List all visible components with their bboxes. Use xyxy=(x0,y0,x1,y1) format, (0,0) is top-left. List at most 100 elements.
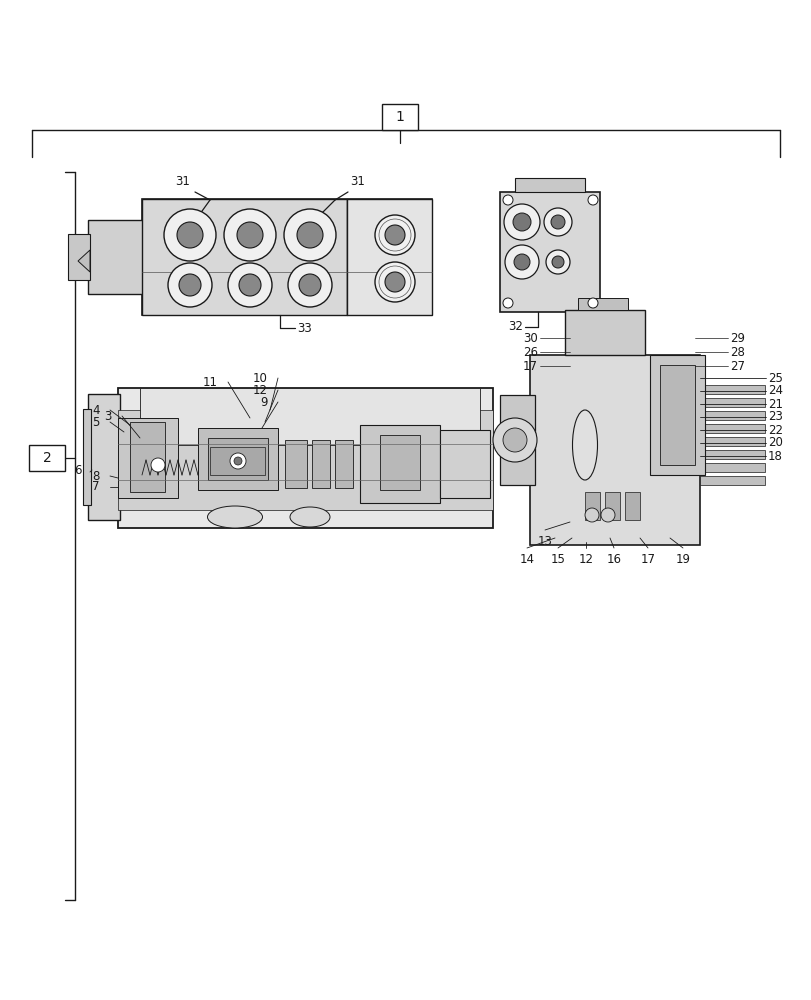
Text: 15: 15 xyxy=(550,553,564,566)
Circle shape xyxy=(151,458,165,472)
Polygon shape xyxy=(78,250,90,272)
Bar xyxy=(604,492,620,520)
Circle shape xyxy=(502,195,513,205)
Bar xyxy=(68,234,90,280)
Bar xyxy=(699,385,764,394)
Circle shape xyxy=(164,209,216,261)
Text: 12: 12 xyxy=(577,553,593,566)
Bar xyxy=(699,476,764,485)
Bar xyxy=(649,355,704,475)
Bar xyxy=(88,220,143,294)
Bar xyxy=(88,394,120,520)
Ellipse shape xyxy=(208,506,262,528)
Circle shape xyxy=(228,263,272,307)
Bar xyxy=(380,435,419,490)
Text: 31: 31 xyxy=(175,175,190,188)
Bar xyxy=(699,437,764,446)
Text: 2: 2 xyxy=(42,451,51,465)
Text: 14: 14 xyxy=(519,553,534,566)
Circle shape xyxy=(284,209,336,261)
Bar xyxy=(118,388,492,528)
Circle shape xyxy=(504,245,539,279)
Bar xyxy=(142,199,346,315)
Text: 27: 27 xyxy=(729,360,744,372)
Text: 11: 11 xyxy=(203,375,217,388)
Circle shape xyxy=(224,209,276,261)
Bar xyxy=(699,411,764,420)
Bar xyxy=(198,428,277,490)
Bar xyxy=(83,409,91,505)
Bar xyxy=(564,310,644,355)
Text: 32: 32 xyxy=(508,320,522,334)
Text: 30: 30 xyxy=(522,332,538,344)
Circle shape xyxy=(502,298,513,308)
Text: 33: 33 xyxy=(297,322,311,334)
Circle shape xyxy=(297,222,323,248)
Bar xyxy=(659,365,694,465)
Bar xyxy=(381,104,418,130)
Bar xyxy=(118,418,178,498)
Bar xyxy=(440,430,489,498)
Circle shape xyxy=(600,508,614,522)
Text: 13: 13 xyxy=(537,535,551,548)
Circle shape xyxy=(237,222,263,248)
Bar xyxy=(500,395,534,485)
Circle shape xyxy=(502,428,526,452)
Circle shape xyxy=(543,208,571,236)
Text: 3: 3 xyxy=(105,410,112,422)
Text: 31: 31 xyxy=(350,175,364,188)
Circle shape xyxy=(178,274,201,296)
Circle shape xyxy=(168,263,212,307)
Bar xyxy=(346,199,431,315)
Bar xyxy=(29,445,65,471)
Text: 19: 19 xyxy=(675,553,689,566)
Text: 29: 29 xyxy=(729,332,744,344)
Text: 21: 21 xyxy=(767,397,782,410)
Circle shape xyxy=(384,272,405,292)
Circle shape xyxy=(238,274,260,296)
Ellipse shape xyxy=(572,410,597,480)
Text: 7: 7 xyxy=(92,481,100,493)
Bar xyxy=(359,425,440,503)
Text: 8: 8 xyxy=(92,470,100,483)
Text: 10: 10 xyxy=(253,371,268,384)
Text: 24: 24 xyxy=(767,384,782,397)
Circle shape xyxy=(375,215,414,255)
Text: 16: 16 xyxy=(606,553,620,566)
Text: 5: 5 xyxy=(92,416,100,428)
Bar xyxy=(335,440,353,488)
Circle shape xyxy=(551,215,564,229)
Bar xyxy=(118,410,492,510)
Text: 6: 6 xyxy=(75,464,82,477)
Bar xyxy=(142,199,431,315)
Circle shape xyxy=(384,225,405,245)
Circle shape xyxy=(513,213,530,231)
Circle shape xyxy=(513,254,530,270)
Circle shape xyxy=(587,195,597,205)
Bar xyxy=(699,424,764,433)
Bar xyxy=(530,355,699,545)
Text: 17: 17 xyxy=(522,360,538,372)
Bar xyxy=(311,440,329,488)
Text: 20: 20 xyxy=(767,436,782,450)
Text: 1: 1 xyxy=(395,110,404,124)
Text: 17: 17 xyxy=(640,553,654,566)
Bar xyxy=(699,398,764,407)
Circle shape xyxy=(177,222,203,248)
Circle shape xyxy=(234,457,242,465)
Circle shape xyxy=(375,262,414,302)
Bar xyxy=(624,492,639,520)
Bar xyxy=(514,178,584,192)
Bar xyxy=(577,298,627,310)
Text: 18: 18 xyxy=(767,450,782,462)
Bar xyxy=(285,440,307,488)
Bar xyxy=(699,463,764,472)
Bar xyxy=(500,192,599,312)
Bar xyxy=(208,438,268,480)
Circle shape xyxy=(504,204,539,240)
Circle shape xyxy=(230,453,246,469)
Bar xyxy=(584,492,599,520)
Circle shape xyxy=(551,256,564,268)
Bar xyxy=(130,422,165,492)
Text: 26: 26 xyxy=(522,346,538,359)
